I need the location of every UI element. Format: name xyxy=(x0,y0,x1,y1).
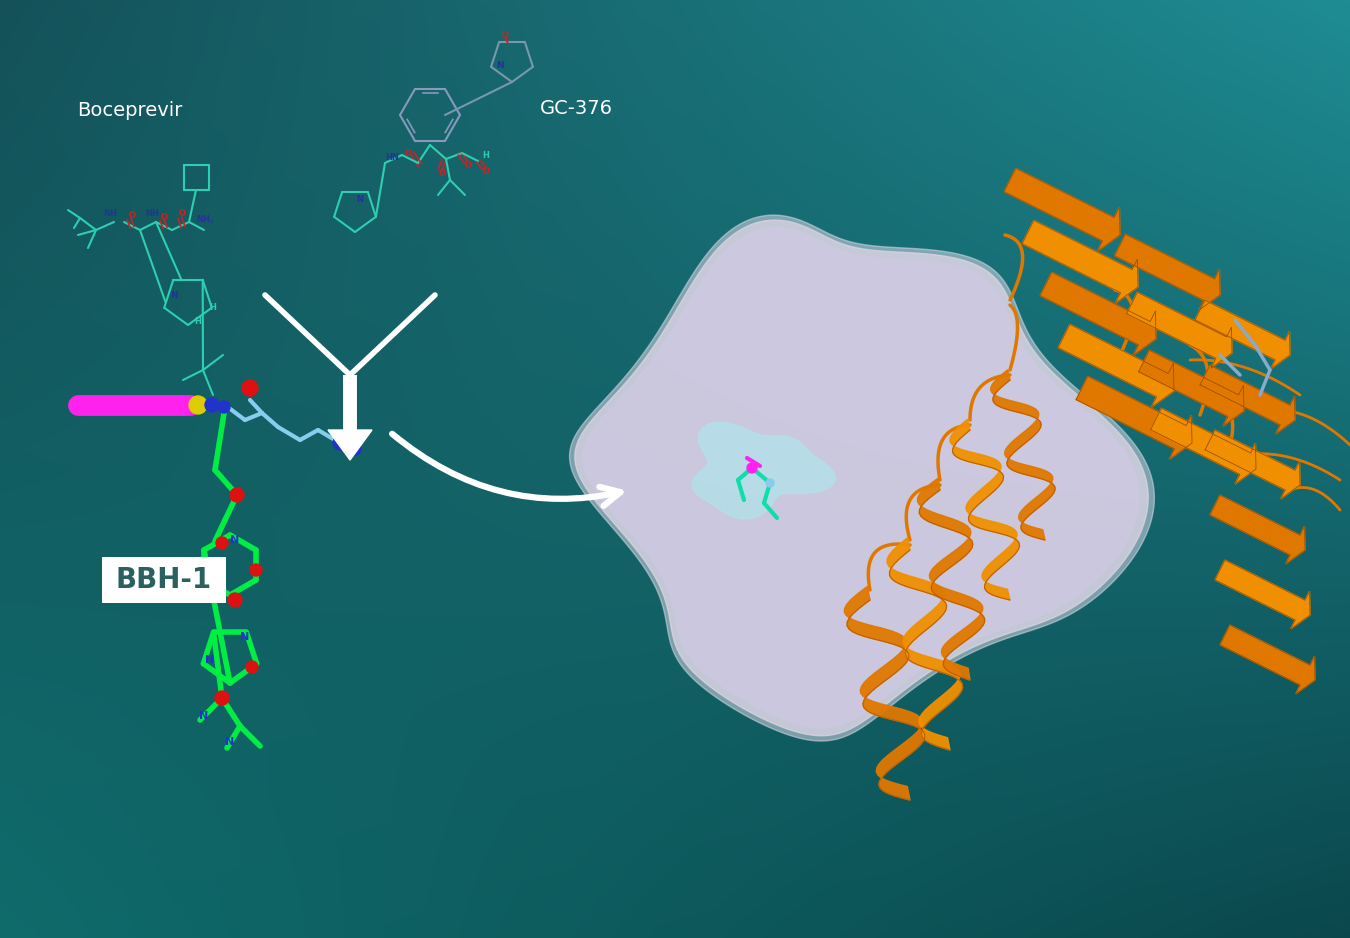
Circle shape xyxy=(350,443,360,455)
Text: O: O xyxy=(405,148,412,158)
Polygon shape xyxy=(1220,625,1315,694)
Polygon shape xyxy=(1022,220,1138,303)
Text: N: N xyxy=(204,565,213,575)
Polygon shape xyxy=(1138,350,1243,426)
Text: H: H xyxy=(209,304,216,312)
Circle shape xyxy=(246,661,258,673)
Polygon shape xyxy=(1115,234,1220,310)
Circle shape xyxy=(126,397,142,413)
Polygon shape xyxy=(1195,300,1291,369)
Polygon shape xyxy=(844,586,925,800)
Text: Boceprevir: Boceprevir xyxy=(77,100,182,119)
Polygon shape xyxy=(991,370,1056,540)
Text: H: H xyxy=(482,150,490,159)
Circle shape xyxy=(154,397,170,413)
Circle shape xyxy=(182,397,198,413)
Polygon shape xyxy=(1150,408,1256,484)
Text: O: O xyxy=(501,31,509,39)
Polygon shape xyxy=(1127,293,1233,368)
Text: NH$_2$: NH$_2$ xyxy=(197,214,216,226)
Text: N: N xyxy=(200,711,209,721)
Circle shape xyxy=(250,564,262,576)
Circle shape xyxy=(765,479,774,487)
Polygon shape xyxy=(1058,325,1174,407)
Polygon shape xyxy=(570,215,1154,741)
Circle shape xyxy=(230,488,244,502)
Polygon shape xyxy=(1210,495,1305,564)
Circle shape xyxy=(228,593,242,607)
Circle shape xyxy=(99,397,113,413)
Text: GC-376: GC-376 xyxy=(540,98,613,117)
Polygon shape xyxy=(1076,376,1192,460)
Text: N: N xyxy=(356,195,363,204)
Circle shape xyxy=(217,401,230,413)
Text: O: O xyxy=(178,209,185,219)
Polygon shape xyxy=(918,478,984,680)
Polygon shape xyxy=(575,220,1149,735)
Polygon shape xyxy=(1200,365,1295,433)
Polygon shape xyxy=(1215,560,1310,628)
Polygon shape xyxy=(328,430,373,460)
Text: HN: HN xyxy=(385,153,400,161)
Text: N: N xyxy=(231,535,240,545)
Text: N: N xyxy=(205,655,215,665)
Circle shape xyxy=(112,397,128,413)
Text: N: N xyxy=(170,291,178,299)
Polygon shape xyxy=(887,537,963,750)
Circle shape xyxy=(747,463,757,473)
Text: NH: NH xyxy=(144,209,159,219)
Circle shape xyxy=(205,398,219,412)
Polygon shape xyxy=(693,422,836,519)
Circle shape xyxy=(84,397,100,413)
Text: O: O xyxy=(482,167,490,175)
Circle shape xyxy=(140,397,157,413)
Polygon shape xyxy=(1206,431,1300,499)
Circle shape xyxy=(189,396,207,414)
Polygon shape xyxy=(583,228,1139,728)
Text: N: N xyxy=(240,632,250,642)
Text: NH: NH xyxy=(103,209,117,219)
Circle shape xyxy=(167,397,184,413)
Text: N: N xyxy=(225,737,235,747)
Circle shape xyxy=(70,397,86,413)
Text: O: O xyxy=(439,169,446,177)
Polygon shape xyxy=(950,419,1019,600)
Text: H: H xyxy=(194,317,201,326)
Circle shape xyxy=(216,537,228,549)
Text: O: O xyxy=(464,160,471,170)
Circle shape xyxy=(242,380,258,396)
Text: O: O xyxy=(161,213,167,221)
Text: O: O xyxy=(128,210,135,219)
Circle shape xyxy=(333,436,347,450)
Text: N: N xyxy=(497,60,504,69)
FancyBboxPatch shape xyxy=(103,557,225,603)
Polygon shape xyxy=(1041,272,1156,356)
Polygon shape xyxy=(1004,169,1120,251)
Text: BBH-1: BBH-1 xyxy=(116,566,212,594)
Circle shape xyxy=(215,691,230,705)
